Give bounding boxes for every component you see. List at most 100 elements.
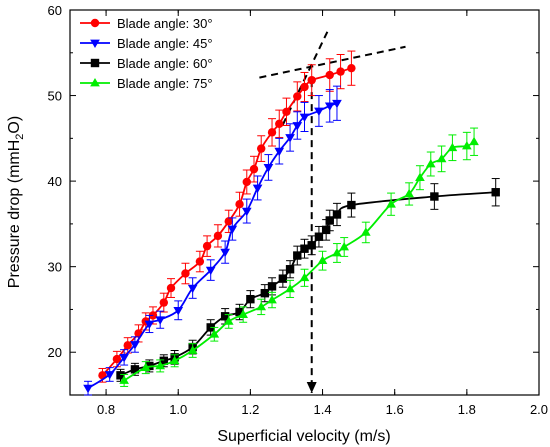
data-point bbox=[119, 353, 129, 363]
series-layer bbox=[83, 50, 500, 396]
data-point bbox=[169, 355, 180, 365]
data-point bbox=[195, 257, 205, 266]
data-point bbox=[299, 272, 310, 282]
data-point bbox=[205, 266, 216, 276]
data-point bbox=[386, 199, 396, 208]
data-point bbox=[130, 365, 140, 374]
data-point bbox=[274, 147, 285, 157]
data-point bbox=[317, 255, 328, 265]
legend-label: Blade angle: 45° bbox=[117, 36, 213, 51]
data-point bbox=[238, 309, 248, 318]
series-4 bbox=[119, 127, 479, 387]
data-point bbox=[469, 136, 479, 146]
legend: Blade angle: 30° Blade angle: 45° Blade an… bbox=[80, 16, 213, 91]
data-point bbox=[187, 284, 198, 294]
data-point bbox=[293, 92, 302, 101]
data-point bbox=[241, 207, 252, 217]
y-axis-title: Pressure drop (mmH2O) bbox=[6, 116, 26, 288]
legend-label: Blade angle: 60° bbox=[117, 56, 213, 71]
data-point bbox=[213, 231, 223, 241]
data-point bbox=[275, 119, 284, 128]
data-point bbox=[257, 144, 266, 153]
data-point bbox=[123, 341, 132, 350]
data-point bbox=[83, 384, 93, 394]
y-tick-label: 20 bbox=[48, 345, 62, 360]
data-point bbox=[282, 107, 291, 117]
data-point bbox=[159, 356, 168, 365]
data-point bbox=[227, 225, 238, 235]
data-point bbox=[235, 200, 244, 209]
data-point bbox=[332, 247, 342, 257]
data-point bbox=[256, 301, 267, 311]
y-axis-title-subscript: 2 bbox=[14, 134, 26, 140]
series-line bbox=[120, 191, 496, 377]
data-point bbox=[491, 188, 500, 197]
data-point bbox=[285, 134, 295, 143]
legend-label: Blade angle: 75° bbox=[117, 76, 213, 91]
annotation-dashed-line bbox=[281, 30, 329, 126]
series-1 bbox=[98, 50, 356, 383]
data-point bbox=[260, 288, 270, 298]
data-point bbox=[267, 282, 277, 291]
data-point bbox=[220, 312, 230, 321]
data-point bbox=[336, 67, 345, 76]
data-point bbox=[324, 102, 335, 111]
data-point bbox=[314, 232, 324, 241]
data-point bbox=[252, 184, 263, 193]
data-point bbox=[425, 158, 436, 168]
x-tick-label: 0.8 bbox=[97, 402, 115, 417]
y-axis-title-end: O) bbox=[6, 116, 23, 134]
series-2 bbox=[83, 85, 342, 396]
data-point bbox=[263, 164, 274, 173]
data-point bbox=[347, 63, 356, 73]
y-tick-label: 30 bbox=[48, 260, 62, 275]
data-point bbox=[314, 107, 324, 116]
data-point bbox=[242, 177, 251, 187]
data-point bbox=[307, 241, 316, 250]
x-axis-title: Superficial velocity (m/s) bbox=[217, 428, 390, 445]
data-point bbox=[436, 153, 447, 163]
series-3 bbox=[116, 178, 500, 382]
data-point bbox=[278, 274, 288, 283]
data-point bbox=[235, 307, 244, 317]
data-point bbox=[332, 210, 342, 219]
data-point bbox=[267, 128, 277, 137]
data-point bbox=[130, 341, 140, 350]
legend-entry: Blade angle: 60° bbox=[80, 56, 213, 71]
data-point bbox=[223, 316, 234, 325]
data-point bbox=[155, 316, 166, 325]
data-point bbox=[325, 216, 334, 225]
legend-marker bbox=[90, 18, 100, 28]
data-point bbox=[361, 227, 371, 236]
data-point bbox=[347, 200, 356, 210]
data-point bbox=[246, 294, 255, 304]
data-point bbox=[209, 329, 220, 338]
data-point bbox=[140, 362, 151, 371]
y-tick-label: 60 bbox=[48, 3, 62, 18]
annotation-dashed-line bbox=[259, 45, 406, 79]
data-point bbox=[181, 269, 190, 278]
data-point bbox=[300, 82, 309, 92]
data-point bbox=[307, 75, 316, 85]
data-point bbox=[267, 294, 277, 304]
x-tick-label: 2.0 bbox=[530, 402, 548, 417]
x-tick-label: 1.4 bbox=[313, 402, 331, 417]
data-point bbox=[299, 113, 310, 122]
data-point bbox=[166, 283, 176, 293]
data-point bbox=[155, 360, 166, 370]
legend-entry: Blade angle: 30° bbox=[80, 16, 213, 31]
data-point bbox=[285, 265, 295, 274]
data-point bbox=[144, 320, 155, 330]
data-point bbox=[293, 251, 302, 260]
data-point bbox=[220, 248, 230, 258]
data-point bbox=[300, 244, 309, 253]
legend-marker bbox=[90, 39, 100, 49]
data-point bbox=[224, 217, 233, 226]
y-tick-label: 40 bbox=[48, 174, 62, 189]
x-tick-label: 1.2 bbox=[241, 402, 259, 417]
data-point bbox=[415, 172, 425, 182]
data-point bbox=[104, 371, 115, 380]
data-point bbox=[462, 140, 472, 150]
legend-marker bbox=[90, 77, 100, 87]
